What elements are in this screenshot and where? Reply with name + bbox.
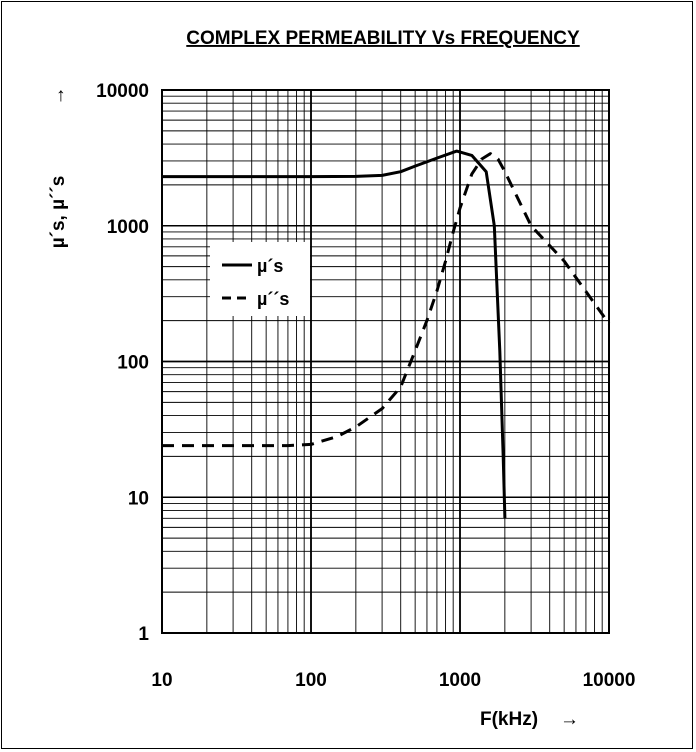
x-tick-label: 10 <box>151 670 172 691</box>
y-axis-arrow: → <box>48 87 69 106</box>
legend: µ´s µ´´s <box>210 242 310 316</box>
legend-box <box>210 242 310 316</box>
y-tick-label: 1000 <box>107 217 149 238</box>
legend-label-series-0: µ´s <box>257 256 283 276</box>
tick-labels: 10 100 1000 10000 1 10 100 1000 10000 <box>96 81 635 691</box>
y-axis-label: µ´s, µ´´s <box>48 176 69 249</box>
x-tick-label: 10000 <box>583 670 636 691</box>
plot-area <box>161 89 610 634</box>
legend-label-series-1: µ´´s <box>257 289 289 309</box>
x-tick-label: 100 <box>295 670 327 691</box>
series-line-0 <box>162 149 507 519</box>
y-tick-label: 10000 <box>96 81 149 102</box>
series-layer <box>162 149 611 519</box>
y-tick-label: 1 <box>138 624 149 645</box>
y-tick-label: 100 <box>117 353 149 374</box>
x-tick-label: 1000 <box>439 670 481 691</box>
grid <box>161 89 610 634</box>
chart-title: COMPLEX PERMEABILITY Vs FREQUENCY <box>186 28 580 49</box>
series-line-1 <box>162 152 611 448</box>
x-axis-label: F(kHz) <box>480 709 538 730</box>
x-axis-arrow: → <box>560 709 579 730</box>
y-tick-label: 10 <box>128 488 149 509</box>
